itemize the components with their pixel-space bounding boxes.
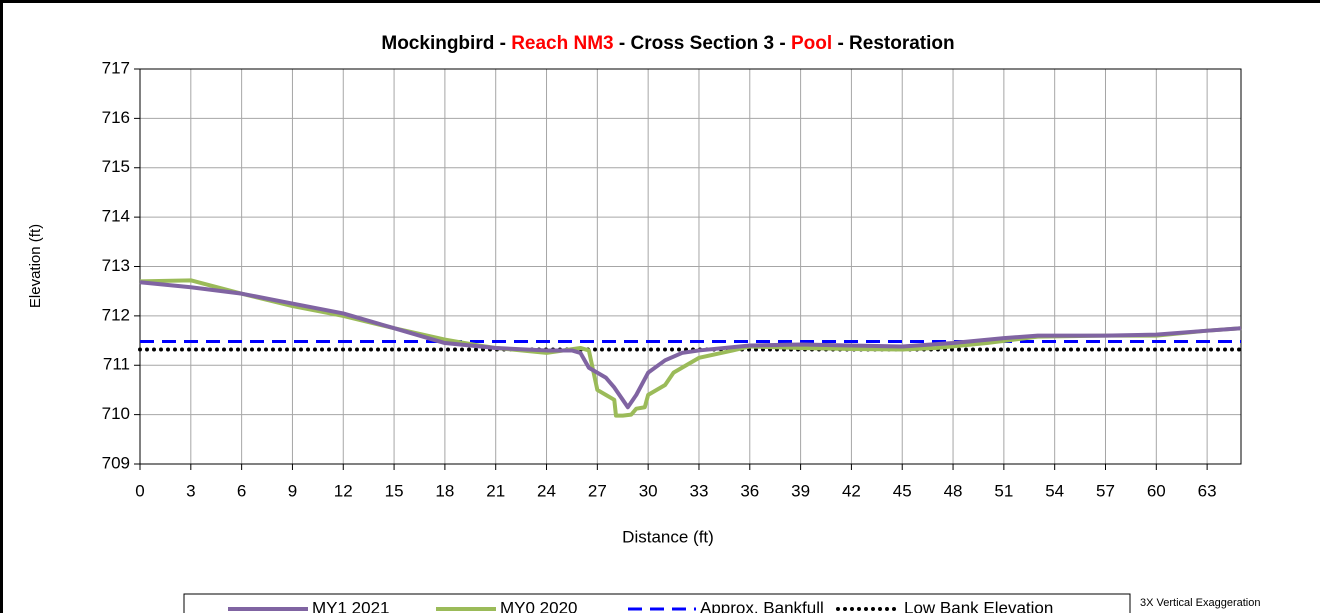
series-line (139, 278, 1242, 418)
x-tick-label: 48 (944, 481, 963, 500)
x-axis-label: Distance (ft) (622, 527, 714, 546)
legend-label: Low Bank Elevation (904, 598, 1053, 613)
annotation: 3X Vertical Exaggeration (1140, 597, 1260, 609)
y-tick-label: 711 (103, 355, 130, 374)
x-tick-label: 39 (791, 481, 810, 500)
title-part: Mockingbird - (381, 33, 511, 54)
legend-label: MY1 2021 (312, 598, 390, 613)
x-tick-label: 6 (237, 481, 246, 500)
x-tick-label: 54 (1045, 481, 1064, 500)
legend-label: Approx. Bankfull (700, 598, 824, 613)
plot-border (139, 68, 1242, 465)
x-tick-label: 42 (842, 481, 861, 500)
y-tick-label: 717 (102, 58, 130, 77)
y-tick-label: 709 (102, 453, 130, 472)
x-tick-label: 45 (893, 481, 912, 500)
title-part: - Cross Section 3 - (614, 33, 791, 54)
y-tick-label: 716 (102, 108, 130, 127)
x-tick-label: 57 (1096, 481, 1115, 500)
series-line (139, 280, 1242, 410)
x-tick-label: 33 (690, 481, 709, 500)
legend-label: MY0 2020 (500, 598, 578, 613)
x-tick-label: 60 (1147, 481, 1166, 500)
x-tick-label: 15 (385, 481, 404, 500)
x-tick-label: 3 (186, 481, 195, 500)
title-part: - Restoration (832, 33, 954, 54)
x-tick-label: 21 (486, 481, 505, 500)
x-tick-label: 9 (288, 481, 297, 500)
chart-title: Mockingbird - Reach NM3 - Cross Section … (381, 33, 954, 54)
x-tick-label: 51 (994, 481, 1013, 500)
x-tick-label: 0 (135, 481, 144, 500)
x-tick-label: 27 (588, 481, 607, 500)
x-tick-label: 12 (334, 481, 353, 500)
x-tick-label: 36 (740, 481, 759, 500)
y-tick-label: 714 (102, 207, 130, 226)
y-tick-label: 715 (102, 157, 130, 176)
y-axis-label: Elevation (ft) (27, 224, 44, 308)
y-tick-label: 710 (102, 404, 130, 423)
x-tick-label: 18 (435, 481, 454, 500)
title-part: Reach NM3 (511, 33, 613, 54)
x-tick-label: 63 (1198, 481, 1217, 500)
x-tick-label: 24 (537, 481, 556, 500)
x-tick-label: 30 (639, 481, 658, 500)
title-part: Pool (791, 33, 832, 54)
y-tick-label: 712 (102, 305, 130, 324)
y-tick-label: 713 (102, 256, 130, 275)
